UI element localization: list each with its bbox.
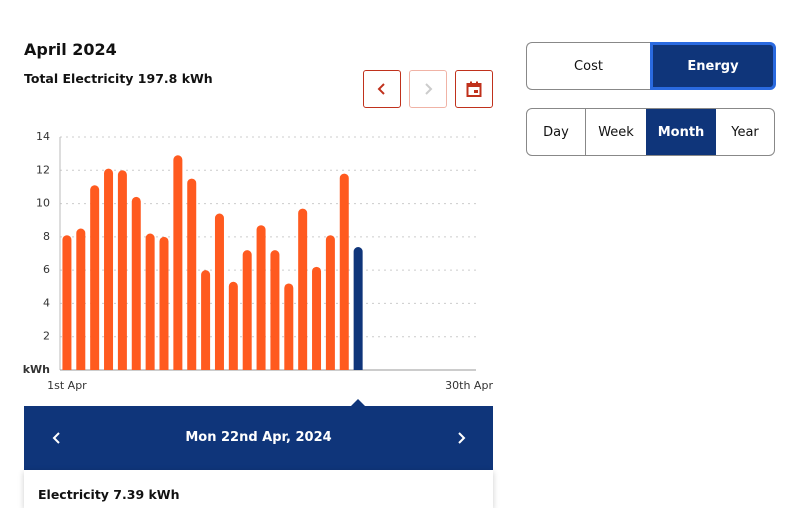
bar	[145, 233, 155, 370]
detail-reading: Electricity 7.39 kWh	[38, 487, 180, 502]
next-button[interactable]	[409, 70, 447, 108]
bar	[298, 208, 308, 370]
y-tick-label: 12	[36, 163, 50, 176]
month-tab[interactable]: Month	[646, 109, 716, 155]
year-tab[interactable]: Year	[731, 124, 759, 140]
icon	[425, 83, 433, 95]
y-tick-label: 6	[43, 263, 50, 276]
prev-button[interactable]	[363, 70, 401, 108]
bar	[159, 236, 169, 370]
y-tick-label: 4	[43, 296, 50, 309]
x-tick-label: 1st Apr	[47, 379, 87, 392]
detail-header: Mon 22nd Apr, 2024	[24, 406, 493, 470]
icon	[377, 83, 385, 95]
bar	[270, 250, 280, 370]
detail-card: Electricity 7.39 kWh	[24, 470, 493, 508]
detail-date: Mon 22nd Apr, 2024	[185, 430, 332, 445]
bar	[228, 281, 238, 370]
bar	[312, 266, 322, 370]
chart: 2 4 6 8 10 12 14 kWh 1st Apr 30th Apr	[23, 130, 494, 392]
week-tab[interactable]: Week	[598, 124, 634, 140]
y-axis-label: kWh	[23, 363, 50, 376]
bar	[131, 196, 141, 370]
bar	[353, 247, 363, 370]
calendar-button[interactable]	[455, 70, 493, 108]
bar	[242, 250, 252, 370]
day-tab[interactable]: Day	[527, 109, 586, 155]
bar	[90, 185, 100, 370]
y-tick-label: 14	[36, 130, 50, 143]
icon	[466, 81, 482, 97]
bar	[187, 178, 197, 370]
bar	[201, 270, 211, 370]
y-tick-label: 2	[43, 330, 50, 343]
x-tick-label: 30th Apr	[445, 379, 493, 392]
detail-prev[interactable]	[52, 432, 62, 444]
y-tick-label: 8	[43, 230, 50, 243]
toggle: Cost Energy	[526, 42, 776, 90]
bar	[62, 235, 72, 370]
bar	[117, 170, 127, 370]
bar	[104, 168, 114, 370]
bar	[173, 155, 183, 370]
y-tick-label: 10	[36, 197, 50, 210]
detail-next[interactable]	[456, 432, 466, 444]
bar	[325, 235, 335, 370]
bar	[284, 283, 294, 370]
bar	[76, 228, 86, 370]
caret	[350, 399, 366, 407]
total: Total Electricity 197.8 kWh	[24, 71, 213, 86]
bar	[214, 213, 224, 370]
page-title: April 2024	[24, 40, 117, 59]
cost-button[interactable]: Cost	[526, 42, 650, 90]
bar	[256, 225, 266, 370]
period-tabs: Day Week Month Year	[526, 108, 775, 156]
bar	[339, 173, 349, 370]
energy-button[interactable]: Energy	[650, 42, 776, 90]
